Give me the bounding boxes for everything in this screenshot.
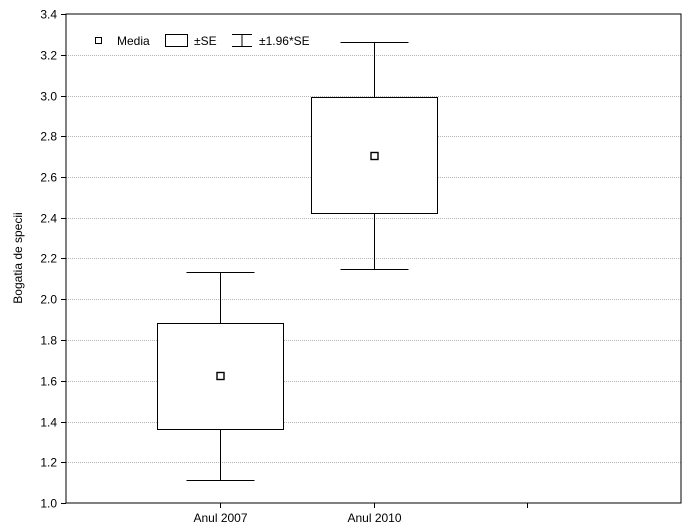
box-group [311, 42, 438, 270]
y-tick-label: 1.4 [40, 416, 57, 430]
legend-mean-marker [95, 37, 102, 44]
y-tick-label: 1.0 [40, 497, 57, 511]
x-tick-label: Anul 2007 [193, 511, 247, 525]
y-tick-label: 2.2 [40, 252, 57, 266]
mean-marker [370, 151, 379, 161]
x-tick-label: Anul 2010 [347, 511, 401, 525]
y-tick-label: 3.2 [40, 49, 57, 63]
box-group [157, 272, 284, 481]
legend-mean-label: Media [117, 34, 150, 48]
x-axis: Anul 2007 Anul 2010 [193, 503, 528, 525]
y-tick-label: 2.0 [40, 293, 57, 307]
mean-marker [216, 371, 225, 381]
y-tick-label: 2.6 [40, 171, 57, 185]
y-axis: 1.0 1.2 1.4 1.6 1.8 2.0 2.2 2.4 2.6 2.8 3.0 3.2 3.4 [40, 8, 66, 511]
legend-whisker-label: ±1.96*SE [259, 34, 310, 48]
y-tick-label: 3.4 [40, 8, 57, 22]
legend-box-label: ±SE [194, 34, 217, 48]
legend: Media ±SE ±1.96*SE [95, 34, 310, 48]
y-tick-label: 2.4 [40, 212, 57, 226]
legend-whisker-marker [232, 34, 252, 47]
box-groups [157, 42, 438, 481]
y-tick-label: 1.2 [40, 456, 57, 470]
y-tick-label: 2.8 [40, 130, 57, 144]
y-tick-label: 1.6 [40, 375, 57, 389]
y-tick-label: 3.0 [40, 90, 57, 104]
y-tick-label: 1.8 [40, 334, 57, 348]
legend-box-marker [165, 34, 188, 47]
y-axis-label: Bogatia de specii [11, 212, 25, 303]
